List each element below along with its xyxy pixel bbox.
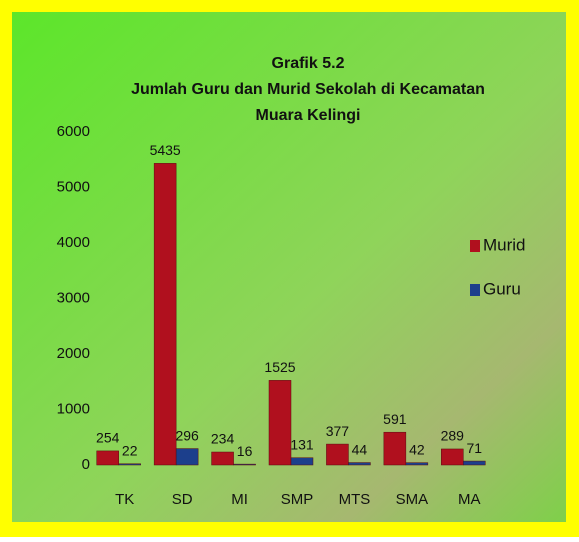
y-tick-label: 2000 bbox=[57, 345, 90, 362]
x-tick-label: TK bbox=[115, 491, 134, 508]
x-tick-label: MI bbox=[231, 491, 248, 508]
value-label: 131 bbox=[290, 436, 314, 452]
x-tick-label: SMA bbox=[396, 491, 429, 508]
value-label: 1525 bbox=[264, 359, 295, 375]
bar bbox=[233, 463, 256, 466]
bar bbox=[153, 163, 177, 466]
value-label: 71 bbox=[466, 440, 482, 456]
value-label: 296 bbox=[175, 427, 199, 443]
x-tick-label: SD bbox=[172, 491, 193, 508]
y-tick-label: 1000 bbox=[57, 400, 90, 417]
y-tick-label: 0 bbox=[82, 456, 90, 473]
value-label: 377 bbox=[326, 423, 350, 439]
legend-label: Murid bbox=[483, 235, 526, 254]
y-tick-label: 5000 bbox=[57, 178, 90, 195]
bar bbox=[211, 451, 234, 466]
chart-title: Muara Kelingi bbox=[256, 107, 361, 124]
bar bbox=[290, 457, 314, 466]
bar bbox=[268, 380, 292, 466]
legend-swatch bbox=[470, 284, 480, 296]
x-tick-label: MA bbox=[458, 491, 481, 508]
y-tick-label: 4000 bbox=[57, 234, 90, 251]
bar bbox=[175, 448, 199, 466]
value-label: 16 bbox=[237, 443, 253, 459]
y-tick-label: 3000 bbox=[57, 289, 90, 306]
bar bbox=[326, 443, 349, 466]
bar bbox=[96, 450, 119, 466]
chart-title: Jumlah Guru dan Murid Sekolah di Kecamat… bbox=[131, 81, 485, 98]
bar bbox=[463, 460, 486, 466]
bar bbox=[118, 463, 141, 466]
value-label: 5435 bbox=[150, 142, 181, 158]
x-tick-label: MTS bbox=[339, 491, 371, 508]
bar bbox=[383, 431, 407, 466]
value-label: 591 bbox=[383, 411, 407, 427]
value-label: 254 bbox=[96, 430, 120, 446]
x-tick-label: SMP bbox=[281, 491, 314, 508]
legend-label: Guru bbox=[483, 279, 521, 298]
value-label: 234 bbox=[211, 431, 235, 447]
y-tick-label: 6000 bbox=[57, 123, 90, 140]
value-label: 22 bbox=[122, 442, 138, 458]
bar bbox=[405, 462, 429, 466]
value-label: 42 bbox=[409, 441, 425, 457]
legend-swatch bbox=[470, 240, 480, 252]
chart-title: Grafik 5.2 bbox=[272, 55, 345, 72]
value-label: 289 bbox=[441, 428, 465, 444]
bar bbox=[348, 462, 371, 466]
bar bbox=[441, 448, 464, 466]
value-label: 44 bbox=[352, 441, 368, 457]
